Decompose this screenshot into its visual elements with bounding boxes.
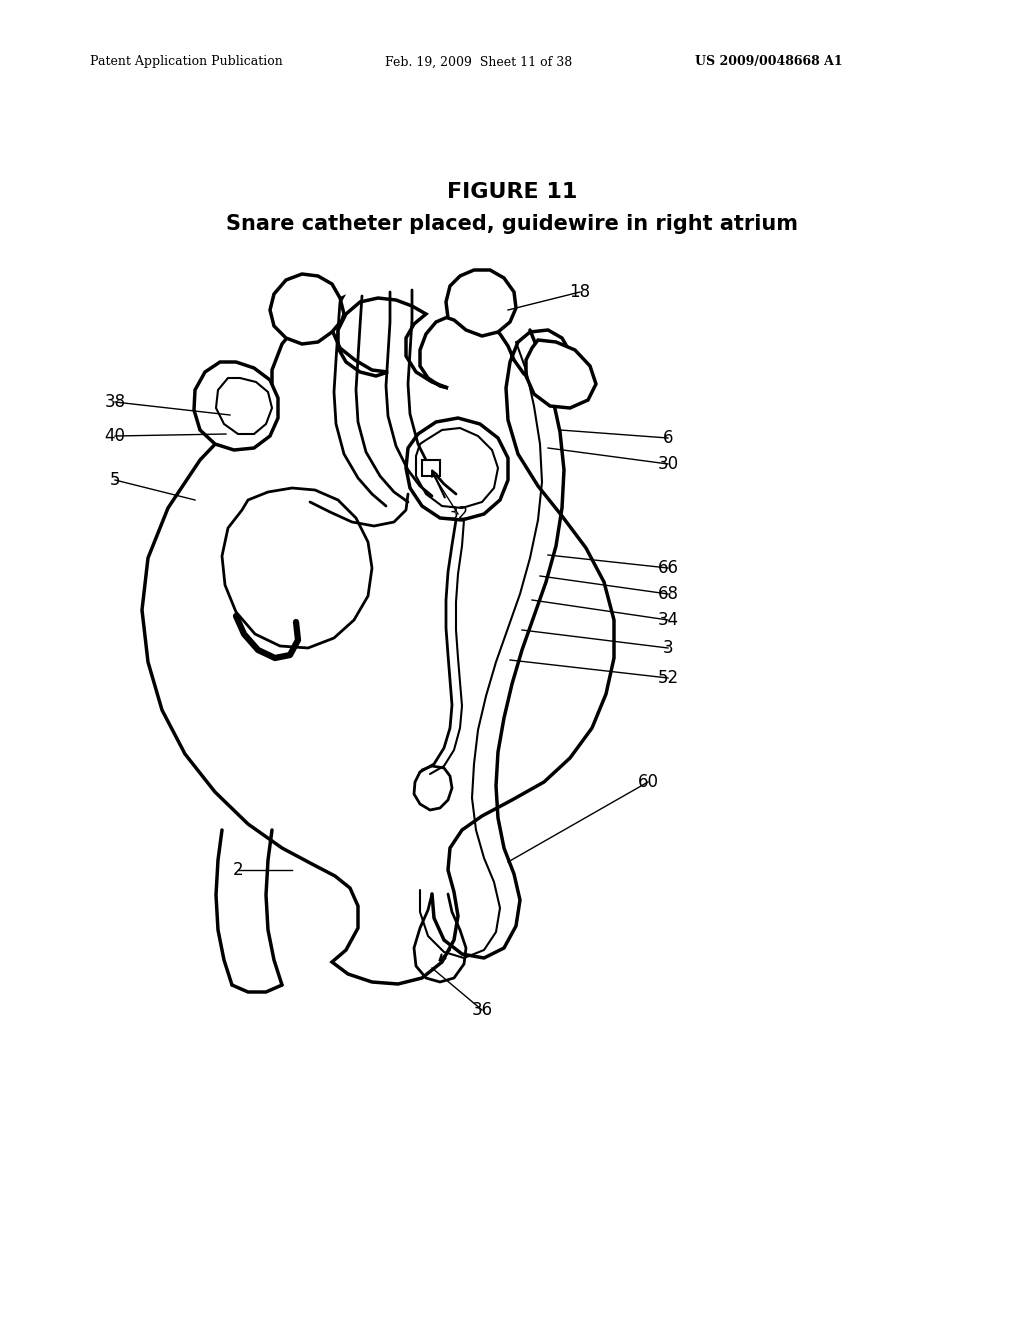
Polygon shape xyxy=(446,271,516,337)
Text: 32: 32 xyxy=(447,506,469,523)
Text: 36: 36 xyxy=(471,1001,493,1019)
Text: US 2009/0048668 A1: US 2009/0048668 A1 xyxy=(695,55,843,69)
Text: 18: 18 xyxy=(569,282,591,301)
Bar xyxy=(422,459,440,477)
Text: Patent Application Publication: Patent Application Publication xyxy=(90,55,283,69)
Text: 40: 40 xyxy=(104,426,126,445)
Text: 66: 66 xyxy=(657,558,679,577)
Text: 2: 2 xyxy=(232,861,244,879)
Text: FIGURE 11: FIGURE 11 xyxy=(446,182,578,202)
Text: Feb. 19, 2009  Sheet 11 of 38: Feb. 19, 2009 Sheet 11 of 38 xyxy=(385,55,572,69)
Text: 5: 5 xyxy=(110,471,120,488)
Text: 6: 6 xyxy=(663,429,673,447)
Text: Snare catheter placed, guidewire in right atrium: Snare catheter placed, guidewire in righ… xyxy=(226,214,798,234)
Polygon shape xyxy=(270,275,344,345)
Text: 38: 38 xyxy=(104,393,126,411)
Text: 30: 30 xyxy=(657,455,679,473)
Text: 52: 52 xyxy=(657,669,679,686)
Polygon shape xyxy=(142,298,614,983)
Polygon shape xyxy=(194,362,278,450)
Polygon shape xyxy=(526,341,596,408)
Text: 34: 34 xyxy=(657,611,679,630)
Text: 68: 68 xyxy=(657,585,679,603)
Text: 60: 60 xyxy=(638,774,658,791)
Text: 3: 3 xyxy=(663,639,674,657)
